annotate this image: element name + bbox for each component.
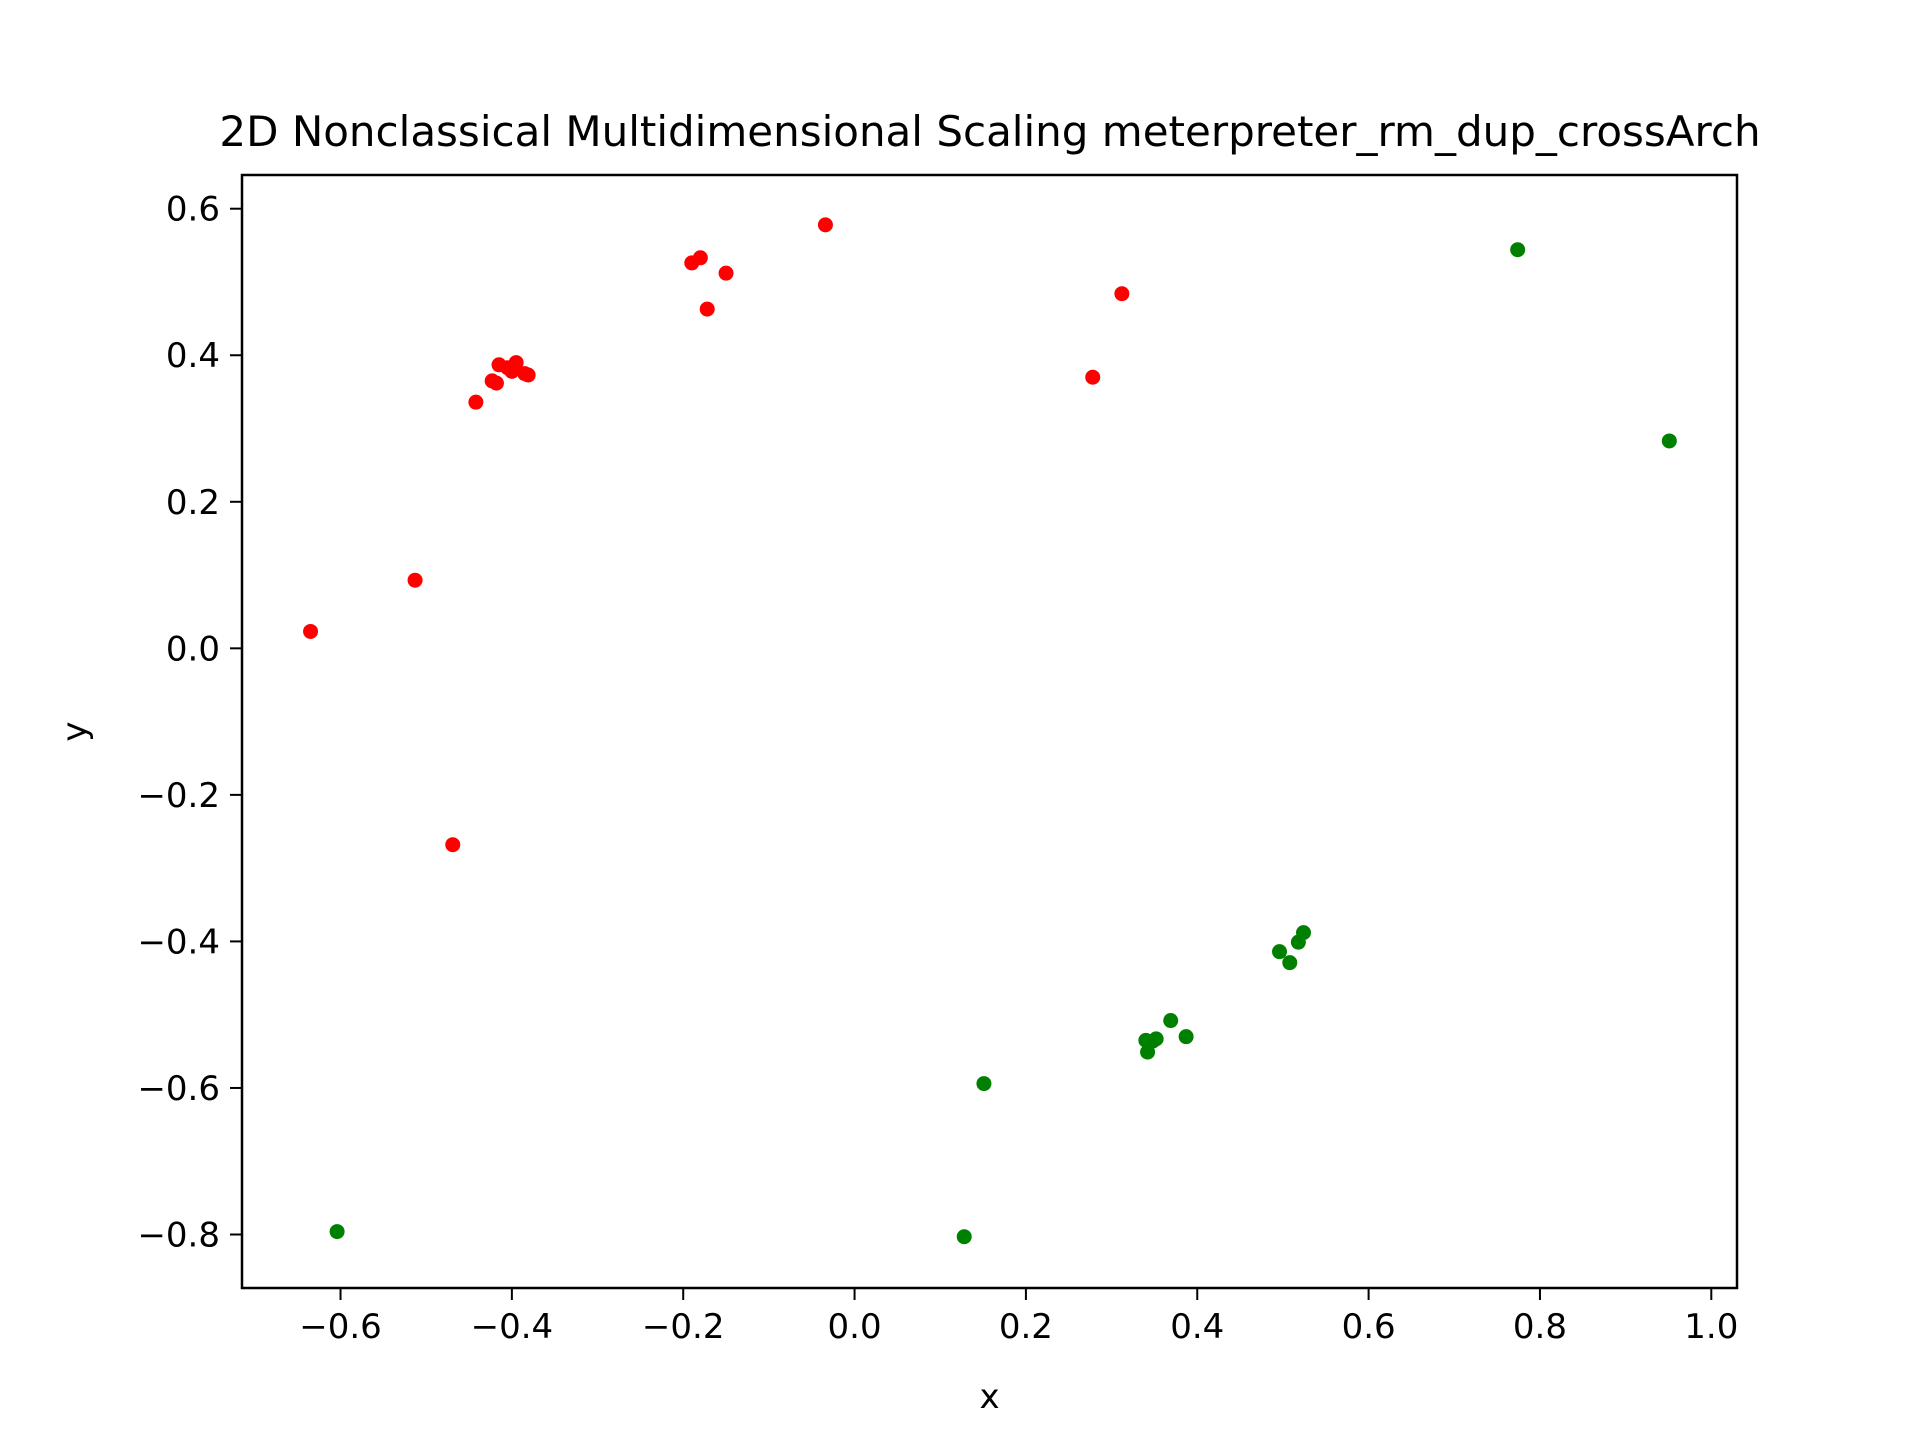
x-axis-title: x (979, 1377, 999, 1417)
x-tick-label: −0.4 (471, 1307, 554, 1347)
y-axis-title: y (55, 721, 95, 741)
chart-title: 2D Nonclassical Multidimensional Scaling… (219, 107, 1760, 156)
y-tick-label: 0.2 (166, 483, 220, 523)
data-point-series-2 (956, 1229, 972, 1245)
data-point-series-2 (1178, 1029, 1194, 1045)
data-point-series-2 (1661, 433, 1677, 449)
data-point-series-2 (1295, 925, 1311, 941)
y-tick-label: −0.6 (137, 1069, 220, 1109)
data-point-series-1 (699, 301, 715, 317)
y-tick-label: 0.0 (166, 629, 220, 669)
data-point-series-1 (718, 265, 734, 281)
y-tick-label: −0.8 (137, 1216, 220, 1256)
data-point-series-2 (329, 1224, 345, 1240)
data-point-series-2 (1272, 944, 1288, 960)
x-tick-label: 1.0 (1684, 1307, 1738, 1347)
x-tick-label: 0.4 (1170, 1307, 1224, 1347)
data-point-series-2 (1282, 955, 1298, 971)
x-tick-label: 0.8 (1513, 1307, 1567, 1347)
points-layer (303, 217, 1677, 1245)
x-axis-ticks: −0.6 −0.4 −0.2 0.0 0.2 0.4 0.6 0.8 1.0 (299, 1288, 1738, 1347)
data-point-series-1 (303, 623, 319, 639)
data-point-series-1 (1085, 369, 1101, 385)
y-tick-label: 0.6 (166, 190, 220, 230)
y-tick-label: −0.2 (137, 776, 220, 816)
data-point-series-1 (488, 375, 504, 391)
y-axis-ticks: 0.6 0.4 0.2 0.0 −0.2 −0.4 −0.6 −0.8 (137, 190, 242, 1256)
x-tick-label: 0.6 (1342, 1307, 1396, 1347)
x-tick-label: 0.0 (828, 1307, 882, 1347)
data-point-series-1 (468, 394, 484, 410)
data-point-series-1 (445, 837, 461, 853)
y-tick-label: −0.4 (137, 922, 220, 962)
data-point-series-1 (1114, 286, 1130, 302)
y-tick-label: 0.4 (166, 336, 220, 376)
x-tick-label: −0.6 (299, 1307, 382, 1347)
data-point-series-1 (508, 355, 524, 371)
data-point-series-2 (1163, 1013, 1179, 1029)
data-point-series-2 (976, 1076, 992, 1092)
plot-frame (240, 173, 1739, 1290)
x-tick-label: 0.2 (999, 1307, 1053, 1347)
data-point-series-2 (1510, 242, 1526, 258)
data-point-series-1 (817, 217, 833, 233)
x-tick-label: −0.2 (642, 1307, 725, 1347)
data-point-series-1 (520, 367, 536, 383)
data-point-series-2 (1148, 1031, 1164, 1047)
data-point-series-1 (692, 250, 708, 266)
data-point-series-1 (407, 572, 423, 588)
